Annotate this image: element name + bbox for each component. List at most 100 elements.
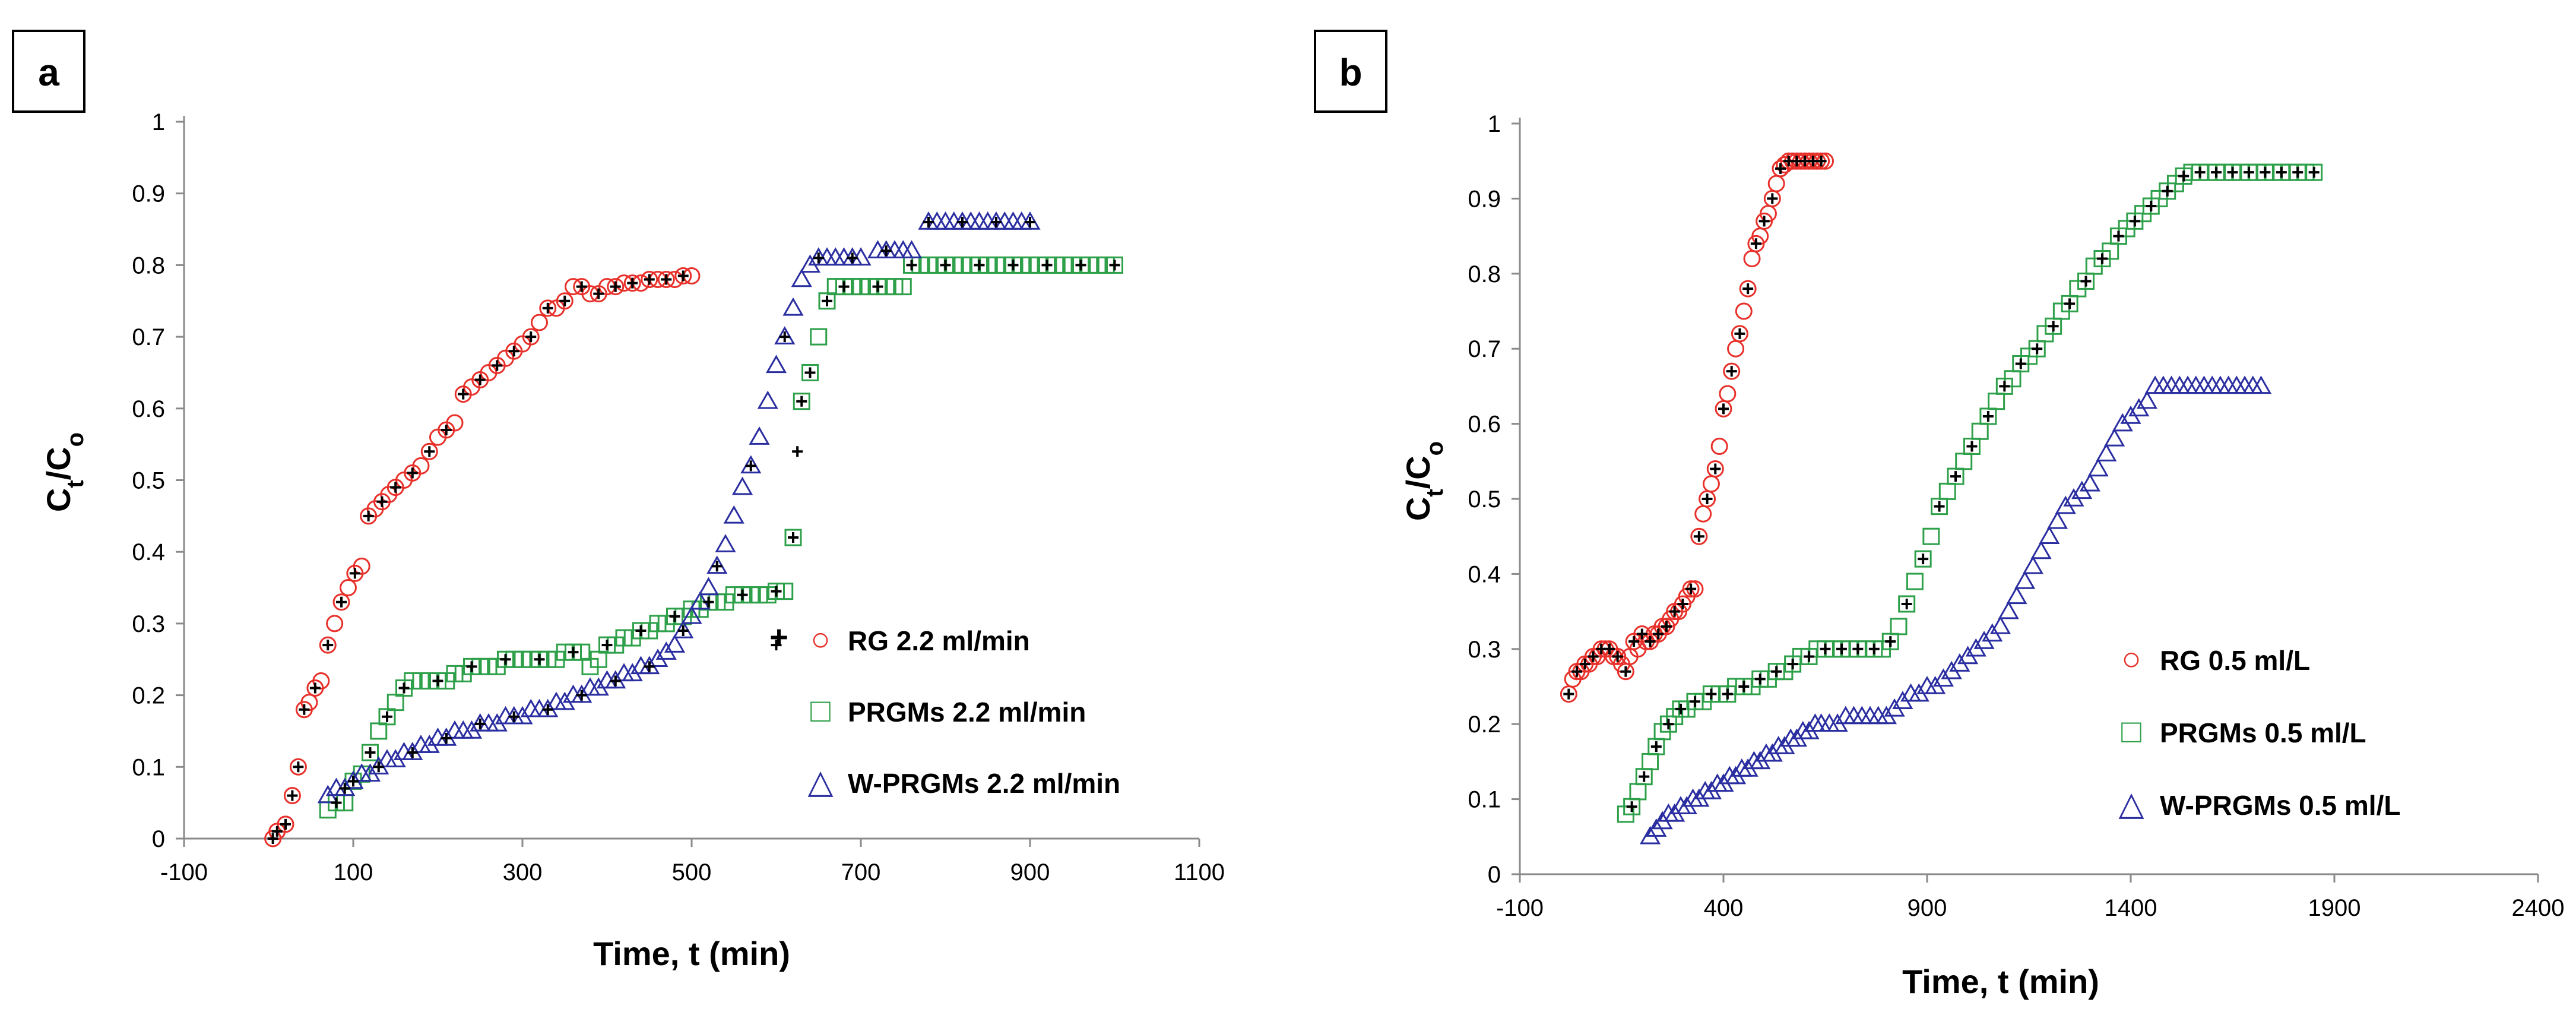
- panel-a-plus-point-19: [508, 346, 519, 357]
- panel-b-x-tick-label: 900: [1908, 895, 1947, 921]
- panel-b-triangle-point-68: [2136, 390, 2158, 409]
- panel-b-plus-point-63: [2113, 230, 2124, 242]
- panel-a-series-circle: [264, 267, 701, 847]
- panel-b-plus-point-32: [1626, 801, 1637, 812]
- panel-b-plus-point-71: [2243, 167, 2254, 178]
- panel-b-plus-point-49: [1885, 636, 1896, 647]
- panel-a-plus-point-14: [424, 446, 435, 457]
- panel-b-circle-point-33: [1694, 505, 1712, 523]
- panel-b-label-box: [1314, 30, 1387, 113]
- panel-a-triangle-point-43: [681, 605, 702, 624]
- panel-a-triangle-point-49: [731, 476, 753, 495]
- panel-a-plus-point-55: [940, 260, 951, 271]
- panel-a-triangle-point-48: [723, 505, 744, 524]
- panel-a-plus-point-74: [779, 331, 790, 343]
- panel-a-circle-point-14: [353, 557, 370, 575]
- panel-a-plus-point-12: [390, 482, 401, 493]
- panel-a-plus-point-4: [293, 761, 304, 773]
- panel-a-plus-point-28: [661, 274, 672, 285]
- panel-a-plus-point-33: [382, 711, 392, 722]
- panel-a-plus-point-9: [349, 568, 360, 579]
- panel-a-plus-point-50: [804, 367, 816, 378]
- panel-a-plus-point-70: [644, 661, 655, 672]
- panel-a-plus-point-66: [508, 711, 519, 722]
- panel-a-circle-point-51: [657, 271, 675, 289]
- panel-b-circle-point-37: [1710, 438, 1728, 456]
- panel-a-plus-point-20: [525, 331, 537, 343]
- panel-b-series-plus: [1563, 156, 2320, 812]
- panel-b-plus-point-16: [1693, 531, 1704, 542]
- panel-a-circle-point-11: [332, 593, 350, 611]
- panel-b-plus-point-61: [2080, 276, 2092, 287]
- panel-b-y-tick-label: 0.2: [1468, 711, 1501, 738]
- panel-a-circle-point-35: [522, 328, 540, 346]
- panel-b-plus-point-22: [1742, 283, 1754, 295]
- panel-b-circle-point-32: [1690, 527, 1708, 545]
- panel-b-plus-point-62: [2096, 253, 2108, 264]
- panel-a-plus-point-5: [299, 704, 310, 715]
- panel-a-triangle-point-51: [749, 426, 770, 445]
- panel-b-plus-point-41: [1754, 673, 1766, 685]
- panel-a-legend-symbol: △: [807, 763, 833, 800]
- panel-b-plus-point-7: [1620, 666, 1631, 677]
- panel-a-square-point-6: [370, 722, 388, 740]
- panel-a-plus-point-64: [441, 733, 452, 744]
- panel-a-plus-point-32: [365, 747, 376, 758]
- panel-a-circle-point-53: [674, 267, 692, 285]
- panel-b-triangle-point-57: [2046, 510, 2068, 529]
- panel-a-circle-point-36: [531, 314, 548, 331]
- panel-a-x-tick-label: 1100: [1174, 859, 1225, 886]
- panel-a-triangle-point-56: [791, 268, 812, 287]
- panel-b-plus-point-15: [1685, 583, 1697, 594]
- panel-b-plus-point-8: [1628, 636, 1640, 647]
- panel-a-triangle-point-68: [901, 240, 923, 259]
- panel-a-plus-point-68: [576, 690, 587, 701]
- panel-b-triangle-point-63: [2096, 443, 2117, 461]
- panel-a-triangle-point-47: [715, 534, 736, 552]
- panel-a-plus-point-38: [534, 654, 545, 665]
- panel-b-y-tick-label: 0.9: [1468, 186, 1501, 212]
- panel-a-plus-point-69: [610, 675, 621, 687]
- panel-b-plus-point-46: [1836, 643, 1847, 654]
- panel-a-plus-point-23: [576, 281, 587, 292]
- panel-a-plus-point-63: [407, 747, 418, 758]
- panel-a-plus-point-53: [872, 281, 883, 292]
- panel-b-series-circle: [1560, 152, 1834, 703]
- panel-b-plus-point-6: [1612, 651, 1623, 662]
- panel-a-plus-point-46: [788, 532, 799, 543]
- panel-b-plus-point-39: [1722, 688, 1733, 700]
- panel-b-plus-point-33: [1639, 771, 1650, 782]
- panel-b-plus-point-75: [2308, 167, 2320, 178]
- chart-panel-a: a Ct/Co 0 0.1 0.2 0.3 0.4 0.5 0.6 0.7 0.8 0.9 1 -1…: [12, 30, 1225, 972]
- panel-b-plus-point-53: [1950, 471, 1962, 482]
- panel-a-circle-point-8: [312, 672, 330, 690]
- panel-a-plus-point-54: [906, 260, 917, 271]
- panel-b-plus-point-51: [1918, 554, 1929, 565]
- panel-b-plus-point-52: [1934, 501, 1945, 512]
- panel-b-plus-point-38: [1706, 688, 1717, 700]
- panel-b-x-tick-label: 2400: [2512, 895, 2565, 921]
- panel-b-plus-point-73: [2276, 167, 2287, 178]
- panel-a-triangle-point-55: [782, 297, 804, 316]
- panel-b-plus-point-44: [1804, 651, 1815, 662]
- panel-b-circle-point-51: [1767, 175, 1785, 192]
- panel-a-x-axis-title: Time, t (min): [593, 935, 790, 972]
- panel-a-plus-point-8: [336, 596, 347, 608]
- panel-b-plus-point-25: [1767, 193, 1778, 204]
- panel-a-x-tick-label: 100: [334, 859, 373, 886]
- panel-a-plus-point-49: [796, 396, 807, 407]
- panel-b-y-axis-title: Ct/Co: [1399, 441, 1448, 521]
- panel-a-legend-symbol: □: [810, 691, 831, 729]
- panel-a-plus-point-56: [974, 260, 985, 271]
- panel-a-plus-point-21: [542, 302, 553, 314]
- panel-a-y-tick-label: 0.9: [132, 181, 165, 207]
- panel-b-triangle-point-64: [2103, 428, 2125, 447]
- panel-a-plus-point-39: [568, 647, 579, 658]
- panel-a-plus-point-65: [474, 718, 486, 729]
- panel-a-plus-point-45: [771, 586, 782, 597]
- panel-b-triangle-point-61: [2079, 473, 2100, 492]
- panel-a-plus-point-62: [373, 761, 384, 773]
- panel-a-label-box: [12, 30, 85, 113]
